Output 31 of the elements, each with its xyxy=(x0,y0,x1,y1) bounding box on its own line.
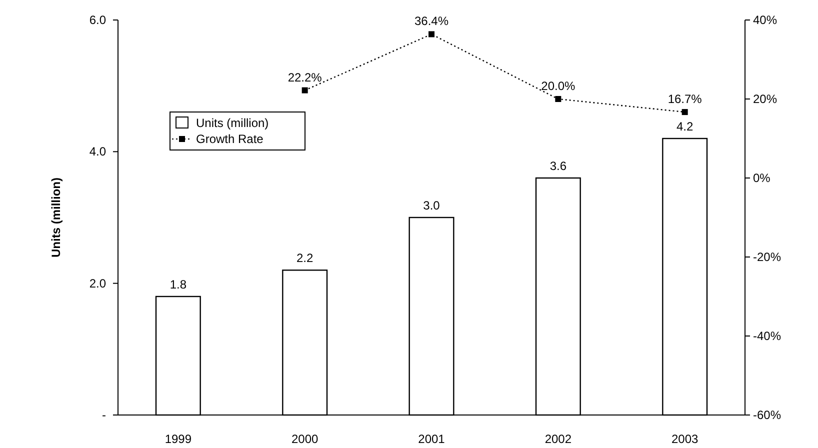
x-tick-label: 2002 xyxy=(544,432,572,446)
data-label: 2.2 xyxy=(296,251,314,266)
data-label: 4.2 xyxy=(676,120,694,134)
y2-tick-label: 20% xyxy=(753,92,778,106)
y2-tick-label: -40% xyxy=(753,329,782,343)
data-label: 3.6 xyxy=(550,159,567,173)
y-tick-label: 4.0 xyxy=(89,144,106,159)
data-label: 36.4% xyxy=(414,14,449,28)
data-label: 22.2% xyxy=(288,70,322,84)
y-tick-label: - xyxy=(102,408,106,422)
legend-label: Growth Rate xyxy=(196,132,264,146)
point xyxy=(302,87,308,94)
y-axis-title: Units (million) xyxy=(49,178,63,258)
y2-tick-label: 40% xyxy=(753,13,778,27)
y-tick-label: 6.0 xyxy=(89,13,106,27)
data-label: 20.0% xyxy=(541,79,576,93)
y2-tick-label: -20% xyxy=(753,250,782,264)
data-label: 1.8 xyxy=(170,278,187,292)
point xyxy=(555,96,562,102)
y-tick-label: 2.0 xyxy=(89,276,106,290)
x-tick-label: 2003 xyxy=(671,432,699,446)
y2-tick-label: -60% xyxy=(753,408,782,422)
data-label: 16.7% xyxy=(668,92,702,106)
legend-label: Units (million) xyxy=(196,116,269,130)
x-tick-label: 1999 xyxy=(164,432,192,446)
x-tick-label: 2001 xyxy=(418,432,446,446)
y2-tick-label: 0% xyxy=(753,171,771,185)
x-tick-label: 2000 xyxy=(291,432,319,446)
data-label: 3.0 xyxy=(423,198,440,212)
point xyxy=(682,109,688,116)
point xyxy=(428,31,434,38)
